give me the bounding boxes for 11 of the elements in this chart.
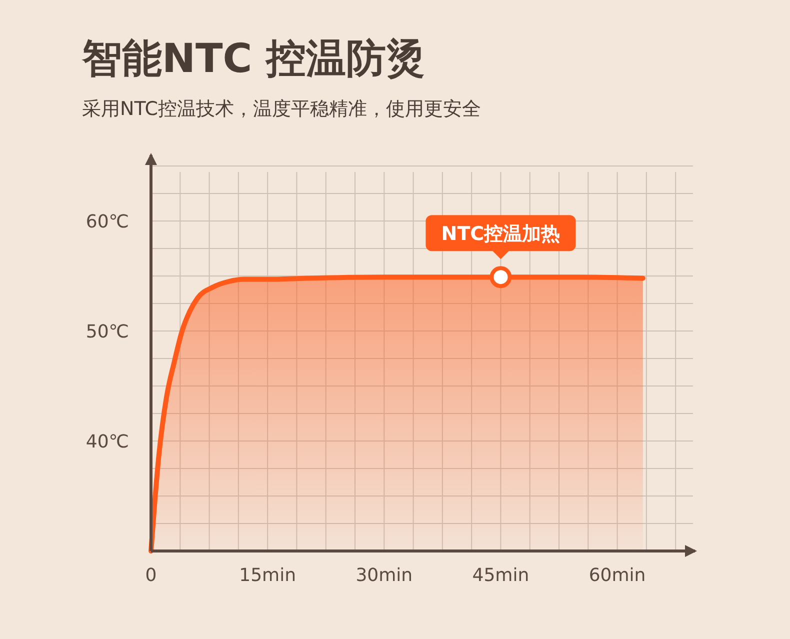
y-tick-label: 60℃	[86, 211, 129, 232]
x-tick-label: 60min	[588, 565, 646, 586]
y-tick-label: 50℃	[86, 321, 129, 342]
chart-title: 智能NTC 控温防烫	[81, 36, 426, 82]
x-tick-label: 0	[145, 565, 157, 586]
annotation: NTC控温加热	[441, 222, 560, 245]
chart-subtitle: 采用NTC控温技术，温度平稳精准，使用更安全	[82, 98, 481, 120]
y-tick-label: 40℃	[86, 431, 129, 452]
x-tick-label: 45min	[472, 565, 530, 586]
x-tick-label: 15min	[239, 565, 296, 586]
x-tick-label: 30min	[356, 565, 413, 586]
